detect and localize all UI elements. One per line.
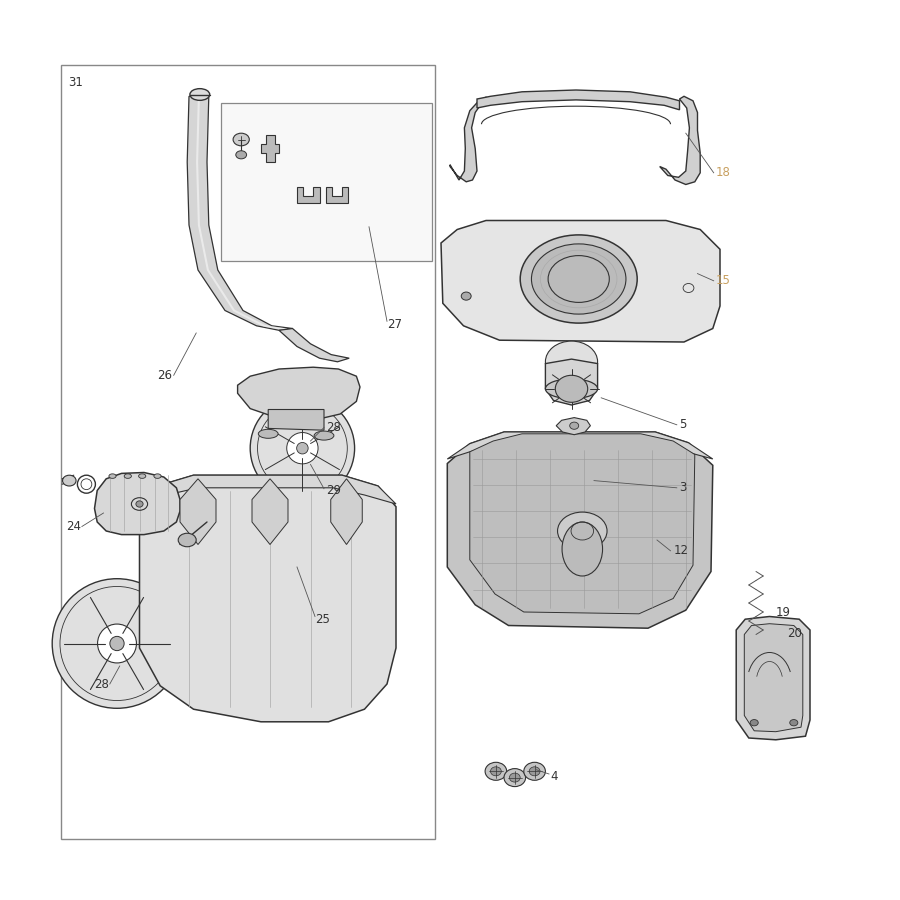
Text: 28: 28 bbox=[94, 678, 110, 690]
Ellipse shape bbox=[520, 235, 637, 323]
Polygon shape bbox=[736, 616, 810, 740]
Text: 27: 27 bbox=[387, 318, 402, 330]
Ellipse shape bbox=[555, 375, 588, 402]
Ellipse shape bbox=[751, 720, 758, 725]
Ellipse shape bbox=[790, 720, 797, 725]
Ellipse shape bbox=[236, 151, 247, 158]
Text: 20: 20 bbox=[788, 627, 803, 640]
Bar bbox=[220, 104, 432, 261]
Ellipse shape bbox=[110, 636, 124, 651]
Text: 31: 31 bbox=[68, 76, 84, 88]
Text: 5: 5 bbox=[680, 418, 687, 431]
Polygon shape bbox=[556, 418, 590, 435]
Ellipse shape bbox=[258, 429, 278, 438]
Polygon shape bbox=[470, 434, 695, 614]
Polygon shape bbox=[447, 432, 713, 459]
Polygon shape bbox=[140, 475, 396, 722]
Ellipse shape bbox=[178, 533, 196, 546]
Ellipse shape bbox=[461, 292, 472, 300]
Polygon shape bbox=[450, 97, 491, 182]
Ellipse shape bbox=[97, 624, 137, 663]
Polygon shape bbox=[187, 96, 292, 330]
Text: 26: 26 bbox=[158, 369, 173, 382]
Text: 3: 3 bbox=[680, 482, 687, 494]
Ellipse shape bbox=[558, 512, 608, 550]
Text: 12: 12 bbox=[673, 544, 689, 557]
Text: 24: 24 bbox=[66, 520, 81, 533]
Polygon shape bbox=[331, 479, 362, 544]
Polygon shape bbox=[545, 359, 598, 405]
Ellipse shape bbox=[491, 767, 501, 776]
Polygon shape bbox=[148, 475, 396, 504]
Polygon shape bbox=[268, 410, 324, 430]
Ellipse shape bbox=[314, 431, 334, 440]
Ellipse shape bbox=[562, 522, 603, 576]
Ellipse shape bbox=[297, 443, 308, 454]
Ellipse shape bbox=[62, 475, 76, 486]
Text: 28: 28 bbox=[326, 421, 341, 434]
Ellipse shape bbox=[531, 244, 626, 314]
Ellipse shape bbox=[250, 396, 355, 500]
Polygon shape bbox=[94, 472, 180, 535]
Text: 19: 19 bbox=[776, 606, 791, 618]
Polygon shape bbox=[238, 367, 360, 420]
Ellipse shape bbox=[524, 762, 545, 780]
Ellipse shape bbox=[154, 473, 161, 479]
Ellipse shape bbox=[136, 500, 143, 508]
Ellipse shape bbox=[190, 88, 210, 101]
Ellipse shape bbox=[509, 773, 520, 782]
Polygon shape bbox=[441, 220, 720, 342]
Polygon shape bbox=[447, 432, 713, 628]
Polygon shape bbox=[279, 328, 349, 362]
Ellipse shape bbox=[287, 433, 318, 464]
Ellipse shape bbox=[529, 767, 540, 776]
Ellipse shape bbox=[485, 762, 507, 780]
Ellipse shape bbox=[52, 579, 182, 708]
Text: 15: 15 bbox=[716, 274, 731, 287]
Polygon shape bbox=[180, 479, 216, 544]
Ellipse shape bbox=[570, 422, 579, 429]
Text: 25: 25 bbox=[315, 613, 330, 626]
Bar bbox=[61, 65, 435, 839]
Text: 18: 18 bbox=[716, 166, 731, 179]
Polygon shape bbox=[261, 135, 279, 162]
Polygon shape bbox=[252, 479, 288, 544]
Ellipse shape bbox=[109, 473, 116, 479]
Ellipse shape bbox=[124, 473, 131, 479]
Polygon shape bbox=[744, 624, 803, 732]
Ellipse shape bbox=[139, 473, 146, 479]
Polygon shape bbox=[486, 106, 664, 118]
Ellipse shape bbox=[233, 133, 249, 146]
Text: 4: 4 bbox=[551, 770, 558, 783]
Ellipse shape bbox=[545, 341, 598, 382]
Ellipse shape bbox=[545, 379, 598, 399]
Polygon shape bbox=[297, 187, 320, 202]
Polygon shape bbox=[660, 96, 700, 184]
Text: 29: 29 bbox=[326, 484, 341, 497]
Polygon shape bbox=[477, 90, 680, 110]
Polygon shape bbox=[326, 187, 348, 202]
Ellipse shape bbox=[504, 769, 526, 787]
